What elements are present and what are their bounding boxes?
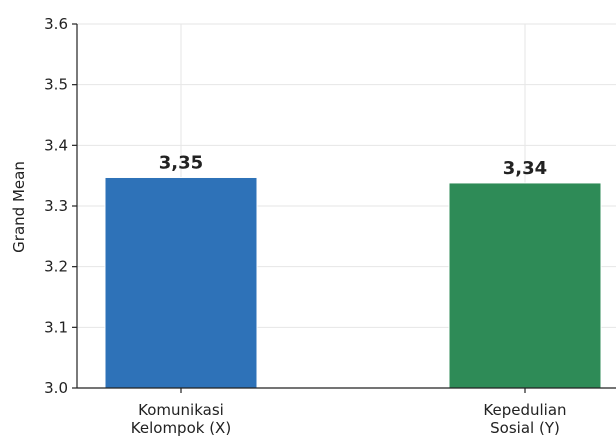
labels: 3,35 Komunikasi Kelompok (X) 3,34 Kepedulian… — [131, 152, 567, 436]
y-tick-label: 3.3 — [44, 197, 68, 215]
y-tick-label: 3.5 — [44, 76, 68, 94]
bar-value-label: 3,34 — [503, 158, 547, 179]
x-tick-label: Kepedulian Sosial (Y) — [483, 401, 566, 436]
y-axis-title: Grand Mean — [10, 161, 28, 253]
y-ticks: 3.0 3.1 3.2 3.3 3.4 3.5 3.6 — [44, 15, 526, 397]
bar — [448, 182, 602, 389]
y-tick-label: 3.4 — [44, 136, 68, 154]
y-tick-label: 3.2 — [44, 258, 68, 276]
y-tick-label: 3.0 — [44, 379, 68, 397]
x-tick-label: Komunikasi Kelompok (X) — [131, 401, 231, 436]
bars — [104, 176, 602, 389]
y-tick-label: 3.1 — [44, 318, 68, 336]
bar-value-label: 3,35 — [159, 152, 203, 173]
bar — [104, 176, 258, 389]
y-tick-label: 3.6 — [44, 15, 68, 33]
